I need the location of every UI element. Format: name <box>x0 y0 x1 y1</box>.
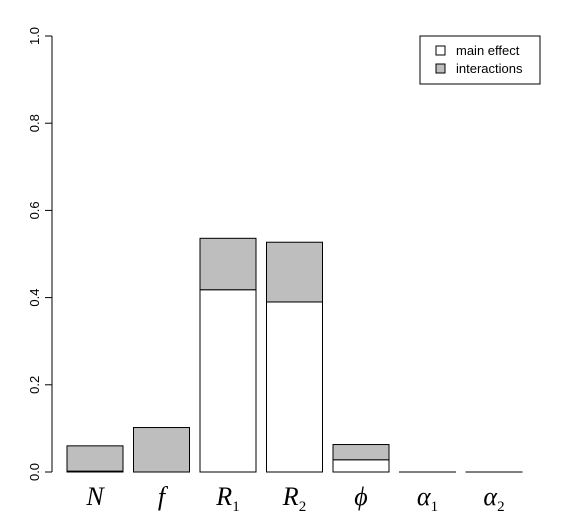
x-category-label: R2 <box>282 482 306 515</box>
bar-interactions <box>199 237 257 291</box>
x-category-label: α1 <box>417 482 438 515</box>
y-tick-label: 0.8 <box>27 114 42 132</box>
x-category-label: N <box>85 482 105 511</box>
legend-label: main effect <box>456 43 520 58</box>
y-tick-label: 0.2 <box>27 376 42 394</box>
y-tick-label: 0.4 <box>27 289 42 307</box>
legend: main effect interactions <box>419 35 541 85</box>
legend-label: interactions <box>456 61 523 76</box>
x-category-label: R1 <box>215 482 239 515</box>
y-tick-label: 0.0 <box>27 463 42 481</box>
bar-interactions <box>133 427 190 473</box>
x-category-label: α2 <box>483 482 504 515</box>
bar-main-effect <box>332 459 390 473</box>
x-category-label: f <box>158 482 169 511</box>
legend-swatch <box>435 63 446 74</box>
bar-main-effect <box>266 301 323 473</box>
bar-interactions <box>266 241 323 303</box>
bar-main-effect <box>199 289 257 473</box>
bar-interactions <box>332 444 390 461</box>
y-tick-label: 0.6 <box>27 201 42 219</box>
bars-group <box>66 237 523 473</box>
y-tick-label: 1.0 <box>27 27 42 45</box>
legend-swatch <box>435 45 446 56</box>
y-axis: 0.0 0.2 0.4 0.6 0.8 1.0 <box>27 27 53 481</box>
legend-box <box>419 35 541 85</box>
bar-interactions <box>66 445 124 472</box>
x-category-label: ϕ <box>354 482 367 511</box>
